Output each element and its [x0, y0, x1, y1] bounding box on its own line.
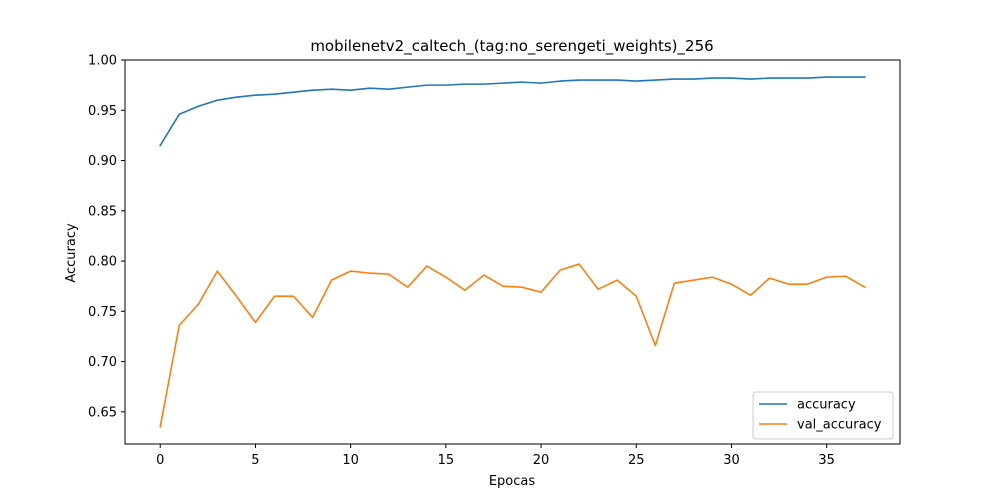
y-tick-label: 1.00	[88, 54, 117, 69]
legend-label: accuracy	[797, 398, 856, 413]
x-tick-label: 30	[723, 453, 740, 468]
x-tick-label: 5	[251, 453, 259, 468]
x-tick-label: 25	[628, 453, 645, 468]
series-line-val-accuracy	[159, 263, 866, 428]
y-axis: 0.65 0.70 0.75 0.80 0.85 0.90 0.95 1.00	[88, 54, 125, 420]
legend: accuracy val_accuracy	[752, 391, 894, 440]
plot-frame	[124, 59, 901, 445]
y-tick-label: 0.95	[88, 104, 117, 119]
x-tick-label: 20	[533, 453, 550, 468]
plot-area	[124, 59, 901, 445]
y-tick-label: 0.70	[88, 355, 117, 370]
y-axis-label: Accuracy	[64, 223, 79, 283]
x-tick-label: 10	[342, 453, 359, 468]
legend-label: val_accuracy	[797, 418, 882, 433]
x-tick-label: 0	[156, 453, 164, 468]
series-line-accuracy	[159, 76, 866, 147]
x-tick-label: 15	[438, 453, 455, 468]
y-tick-label: 0.75	[88, 305, 117, 320]
y-tick-label: 0.65	[88, 405, 117, 420]
series-lines	[159, 76, 866, 428]
y-tick-label: 0.80	[88, 255, 117, 270]
chart-title: mobilenetv2_caltech_(tag:no_serengeti_we…	[310, 37, 713, 56]
y-tick-label: 0.85	[88, 204, 117, 219]
x-axis: 0 5 10 15 20 25 30 35	[156, 444, 835, 468]
y-tick-label: 0.90	[88, 154, 117, 169]
x-tick-label: 35	[818, 453, 835, 468]
x-axis-label: Epocas	[489, 474, 536, 489]
legend-box	[752, 391, 894, 440]
